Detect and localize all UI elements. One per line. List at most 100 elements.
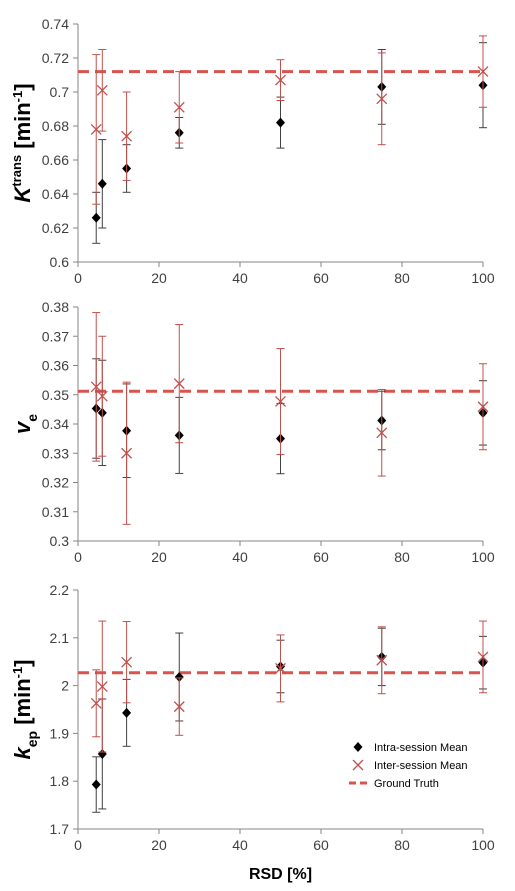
data-point-x — [96, 84, 108, 96]
x-tick-label: 100 — [471, 837, 495, 853]
y-axis-label: kep [min-1] — [10, 659, 40, 759]
chart-panel-2: 0.3 0.31 0.32 0.33 0.34 0.35 0.36 0.37 0.38 0 20 40… — [10, 299, 495, 565]
y-axis-label-close: ] — [10, 83, 35, 90]
series-inter-session — [90, 35, 489, 205]
data-point-diamond — [174, 671, 184, 682]
y-tick-label: 0.72 — [42, 50, 69, 66]
data-point-x — [477, 651, 489, 663]
y-tick-label: 0.3 — [50, 533, 70, 549]
y-tick-label: 0.38 — [42, 299, 69, 315]
y-tick-label: 0.37 — [42, 328, 69, 344]
data-point-x — [121, 130, 133, 142]
x-tick-label: 20 — [151, 837, 167, 853]
data-point-x-stroke — [121, 656, 133, 668]
x-tick-label: 80 — [394, 549, 410, 565]
x-tick-label: 0 — [74, 837, 82, 853]
y-axis-label: Ktrans [min-1] — [9, 83, 35, 202]
legend-marker-x — [352, 759, 364, 771]
y-axis-label-unit: [min — [10, 678, 35, 731]
data-point-x — [376, 93, 388, 105]
y-axis-label-symbol: v — [10, 420, 35, 434]
y-tick-label: 0.62 — [42, 220, 69, 236]
series-inter-session — [90, 312, 489, 525]
y-tick-label: 0.66 — [42, 152, 69, 168]
y-tick-label: 0.35 — [42, 387, 69, 403]
y-tick-label: 1.7 — [50, 821, 70, 837]
legend-label: Ground Truth — [374, 778, 439, 790]
x-axis-label: RSD [%] — [249, 866, 312, 883]
data-point-x — [173, 701, 185, 713]
data-point-x-stroke — [477, 66, 489, 78]
x-tick-label: 60 — [313, 549, 329, 565]
legend-label: Intra-session Mean — [374, 742, 468, 754]
data-point-diamond — [276, 117, 285, 128]
legend-marker-diamond — [353, 742, 363, 752]
data-point-x-stroke — [96, 84, 108, 96]
data-point-diamond — [97, 748, 107, 759]
series-inter-session — [90, 620, 489, 753]
data-point-x — [477, 401, 489, 413]
y-axis-label-symbol: k — [10, 746, 35, 760]
x-tick-label: 40 — [232, 837, 248, 853]
y-tick-label: 0.34 — [42, 416, 69, 432]
x-tick-label: 60 — [313, 270, 329, 286]
data-point-x-stroke — [96, 681, 108, 693]
data-point-x-stroke — [275, 74, 286, 86]
y-axis-label-superscript: trans — [9, 155, 24, 187]
y-axis-label-unit-superscript: -1 — [10, 91, 25, 103]
data-point-x-stroke — [275, 662, 286, 674]
y-axis-label-unit-superscript: -1 — [10, 667, 25, 679]
data-point-diamond — [122, 707, 132, 718]
x-tick-label: 100 — [471, 270, 495, 286]
x-tick-label: 60 — [313, 837, 329, 853]
data-point-x — [376, 427, 388, 439]
legend-label: Inter-session Mean — [374, 760, 468, 772]
data-point-x-stroke — [121, 130, 133, 142]
x-tick-label: 100 — [471, 549, 495, 565]
legend: Intra-session Mean Inter-session Mean Grou… — [349, 742, 468, 790]
data-point-x-stroke — [173, 101, 185, 113]
data-point-x-stroke — [477, 651, 489, 663]
y-axis-label-close: ] — [10, 659, 35, 666]
x-tick-label: 80 — [394, 837, 410, 853]
y-tick-label: 2.1 — [50, 630, 70, 646]
data-point-x — [173, 378, 185, 390]
x-tick-label: 0 — [74, 549, 82, 565]
y-tick-label: 0.32 — [42, 475, 69, 491]
data-point-x-stroke — [90, 123, 102, 135]
data-point-x — [376, 654, 388, 666]
data-point-x — [173, 101, 185, 113]
x-tick-label: 40 — [232, 270, 248, 286]
data-point-x-stroke — [376, 427, 388, 439]
data-point-x-stroke — [376, 654, 388, 666]
y-tick-label: 0.68 — [42, 118, 69, 134]
chart-panels: 0.60.620.640.660.680.70.720.740 20 40 60 80 1… — [9, 16, 495, 883]
chart-panel-1: 0.6 0.62 0.64 0.66 0.68 0.7 0.72 0.74 0 20 40 60 80 1… — [9, 16, 495, 286]
y-axis-label-symbol: K — [10, 185, 35, 203]
x-tick-label: 40 — [232, 549, 248, 565]
y-tick-label: 2 — [61, 678, 69, 694]
y-tick-label: 0.36 — [42, 358, 69, 374]
data-point-x-stroke — [173, 378, 185, 390]
y-tick-label: 2.2 — [50, 582, 70, 598]
data-point-x — [275, 396, 286, 407]
data-point-x-stroke — [275, 396, 286, 407]
x-tick-label: 80 — [394, 270, 410, 286]
data-point-x — [275, 74, 286, 86]
y-axis-label-unit: [min — [10, 102, 35, 155]
x-tick-label: 20 — [151, 549, 167, 565]
data-point-x — [121, 447, 133, 459]
data-point-x — [477, 66, 489, 78]
data-point-x — [90, 381, 102, 393]
y-tick-label: 0.31 — [42, 504, 69, 520]
y-tick-label: 1.9 — [50, 725, 70, 741]
chart-panel-3: 1.7 1.8 1.9 2 2.1 2.2 0 20 40 60 80 100 kep [min-1] R… — [10, 582, 495, 883]
data-point-x-stroke — [121, 447, 133, 459]
data-point-x-stroke — [90, 381, 102, 393]
data-point-x-stroke — [96, 390, 108, 402]
y-tick-label: 0.6 — [50, 254, 70, 270]
data-point-x — [96, 681, 108, 693]
y-axis-label-subscript: ep — [24, 731, 40, 747]
data-point-x — [96, 390, 108, 402]
